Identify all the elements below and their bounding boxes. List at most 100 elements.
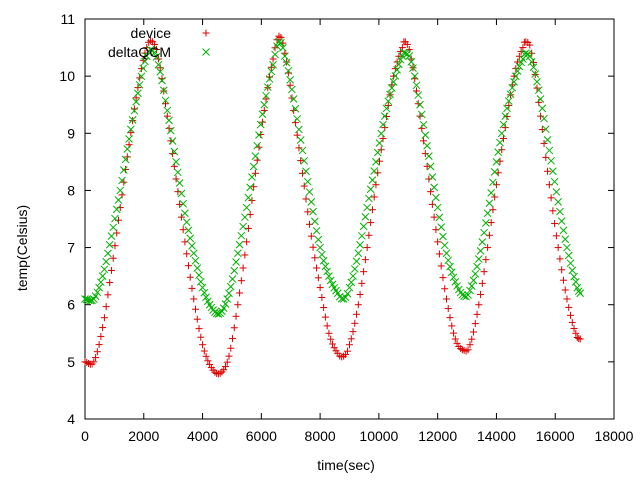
data-point [510,78,518,86]
data-point [499,135,507,143]
data-point [235,240,244,249]
data-point [471,320,479,328]
data-point [197,333,205,341]
data-point [128,116,137,124]
data-point [118,176,126,185]
data-point [434,238,442,246]
data-point [359,222,368,231]
data-point [321,262,330,271]
data-point [214,370,222,378]
data-point [248,173,256,181]
data-point [206,360,214,368]
data-point [119,166,128,174]
data-point [377,129,386,138]
data-point [567,311,575,319]
data-point [554,244,562,252]
data-point [490,168,499,176]
data-point [457,344,465,352]
data-point [307,232,315,240]
data-point [258,110,267,119]
data-point [545,146,554,155]
data-point [559,276,567,284]
data-point [195,325,203,333]
legend-marker-deltaqcm [202,48,210,56]
data-point [568,266,577,275]
data-point [407,58,416,66]
data-point [537,112,545,120]
data-point [360,268,368,276]
data-point [363,244,371,252]
data-point [190,295,198,303]
data-point [313,264,321,272]
data-point [159,86,168,95]
data-point [494,148,503,157]
x-tick-label: 14000 [477,428,516,444]
data-point [221,363,229,371]
data-point [204,357,212,365]
data-point [487,188,496,197]
data-point [181,238,189,246]
x-tick-label: 8000 [305,428,336,444]
data-point [310,217,319,226]
data-point [451,335,459,343]
data-point [239,264,247,272]
data-point [440,241,449,250]
data-point [541,125,550,134]
data-point [267,63,275,71]
data-point [367,219,375,227]
data-point [284,66,293,75]
data-point [356,241,364,249]
data-point [304,208,312,216]
data-point [380,112,389,120]
data-point [160,87,168,95]
data-point [346,341,353,349]
data-point [234,301,242,309]
data-point [129,117,137,125]
data-point [386,90,394,99]
data-point [146,45,155,54]
y-tick-label: 6 [67,297,75,313]
data-point [186,273,194,281]
data-point [489,178,497,187]
data-point [467,282,476,290]
data-point [347,278,356,287]
data-point [535,98,543,106]
data-point [134,84,142,92]
data-point [568,318,576,326]
tick-labels: 0 2000 4000 6000 8000 10000 12000 14000 16000 180… [59,11,633,444]
data-point [343,289,352,298]
data-point [435,213,444,222]
data-point [441,285,449,293]
data-point [349,328,357,336]
data-point [403,40,411,48]
y-tick-label: 9 [67,125,75,141]
x-tick-label: 4000 [187,428,218,444]
data-point [220,366,228,374]
data-point [444,305,452,313]
data-point [563,295,571,303]
data-point [447,268,456,277]
data-point [365,194,373,203]
data-point [430,213,438,221]
data-point [106,279,114,287]
data-point [464,346,472,354]
data-point [496,138,504,147]
data-point [232,312,240,320]
data-point [351,319,359,327]
data-point [528,49,536,57]
data-point [163,106,172,115]
series-device [81,32,584,378]
data-point [191,256,200,265]
data-point [297,157,305,165]
data-point [345,283,354,292]
data-point [384,97,393,106]
data-point [354,249,363,258]
plot-frame [84,18,615,420]
data-point [192,305,200,313]
y-axis-label: temp(Celsius) [14,205,30,291]
data-point [199,341,207,349]
data-point [503,104,511,113]
data-point [243,238,251,246]
data-point [309,243,317,251]
data-point [298,169,306,177]
